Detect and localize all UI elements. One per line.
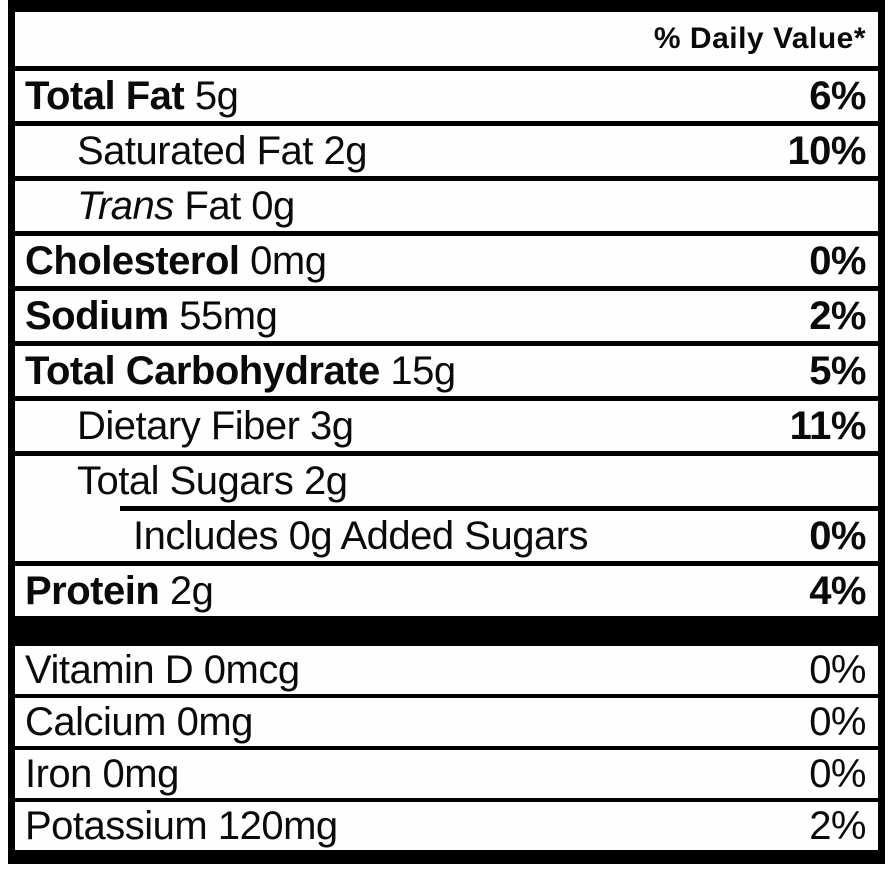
middle-thick-divider: [15, 616, 878, 646]
daily-value-percent: 11%: [789, 403, 867, 448]
nutrient-name: Trans Fat 0g: [77, 183, 295, 228]
nutrient-row: Sodium 55mg 2%: [15, 286, 878, 341]
nutrient-row: Calcium 0mg 0%: [15, 694, 878, 746]
nutrient-name: Includes 0g Added Sugars: [133, 513, 589, 558]
vitamin-mineral-section: Vitamin D 0mcg 0% Calcium 0mg 0% Iron 0mg 0% P…: [15, 646, 878, 850]
nutrient-name: Saturated Fat 2g: [77, 128, 367, 173]
daily-value-header: % Daily Value*: [653, 22, 866, 55]
nutrient-row: Cholesterol 0mg 0%: [15, 231, 878, 286]
nutrient-name: Total Fat 5g: [25, 73, 239, 118]
nutrient-name: Potassium 120mg: [25, 803, 338, 848]
main-nutrient-section: Total Fat 5g 6% Saturated Fat 2g 10% Trans F…: [15, 66, 878, 616]
daily-value-percent: 2%: [809, 803, 866, 848]
nutrient-row: Includes 0g Added Sugars 0%: [15, 506, 878, 561]
daily-value-percent: 6%: [809, 73, 866, 118]
nutrient-row: Vitamin D 0mcg 0%: [15, 646, 878, 694]
daily-value-percent: 0%: [809, 699, 866, 744]
daily-value-percent: 5%: [809, 348, 866, 393]
nutrient-row: Trans Fat 0g: [15, 176, 878, 231]
daily-value-percent: 0%: [809, 238, 866, 283]
daily-value-percent: 0%: [809, 647, 866, 692]
nutrient-row: Iron 0mg 0%: [15, 746, 878, 798]
nutrient-name: Total Sugars 2g: [77, 458, 348, 503]
nutrient-row: Total Carbohydrate 15g 5%: [15, 341, 878, 396]
daily-value-header-row: % Daily Value*: [15, 12, 878, 66]
nutrient-name: Iron 0mg: [25, 751, 179, 796]
nutrient-name: Dietary Fiber 3g: [77, 403, 354, 448]
nutrition-facts-label: % Daily Value* Total Fat 5g 6% Saturated F…: [8, 0, 885, 864]
nutrient-row: Saturated Fat 2g 10%: [15, 121, 878, 176]
nutrient-row: Total Sugars 2g: [15, 451, 878, 506]
daily-value-percent: 4%: [809, 568, 866, 613]
nutrient-row: Total Fat 5g 6%: [15, 66, 878, 121]
daily-value-percent: 2%: [809, 293, 866, 338]
nutrient-row: Protein 2g 4%: [15, 561, 878, 616]
daily-value-percent: 0%: [809, 513, 866, 558]
nutrient-name: Sodium 55mg: [25, 293, 278, 338]
nutrient-name: Calcium 0mg: [25, 699, 253, 744]
nutrient-name: Vitamin D 0mcg: [25, 647, 300, 692]
nutrient-name: Total Carbohydrate 15g: [25, 348, 456, 393]
nutrient-name: Protein 2g: [25, 568, 214, 613]
daily-value-percent: 10%: [787, 128, 866, 173]
daily-value-percent: 0%: [809, 751, 866, 796]
nutrient-name: Cholesterol 0mg: [25, 238, 327, 283]
nutrient-row: Dietary Fiber 3g 11%: [15, 396, 878, 451]
nutrient-row: Potassium 120mg 2%: [15, 798, 878, 850]
